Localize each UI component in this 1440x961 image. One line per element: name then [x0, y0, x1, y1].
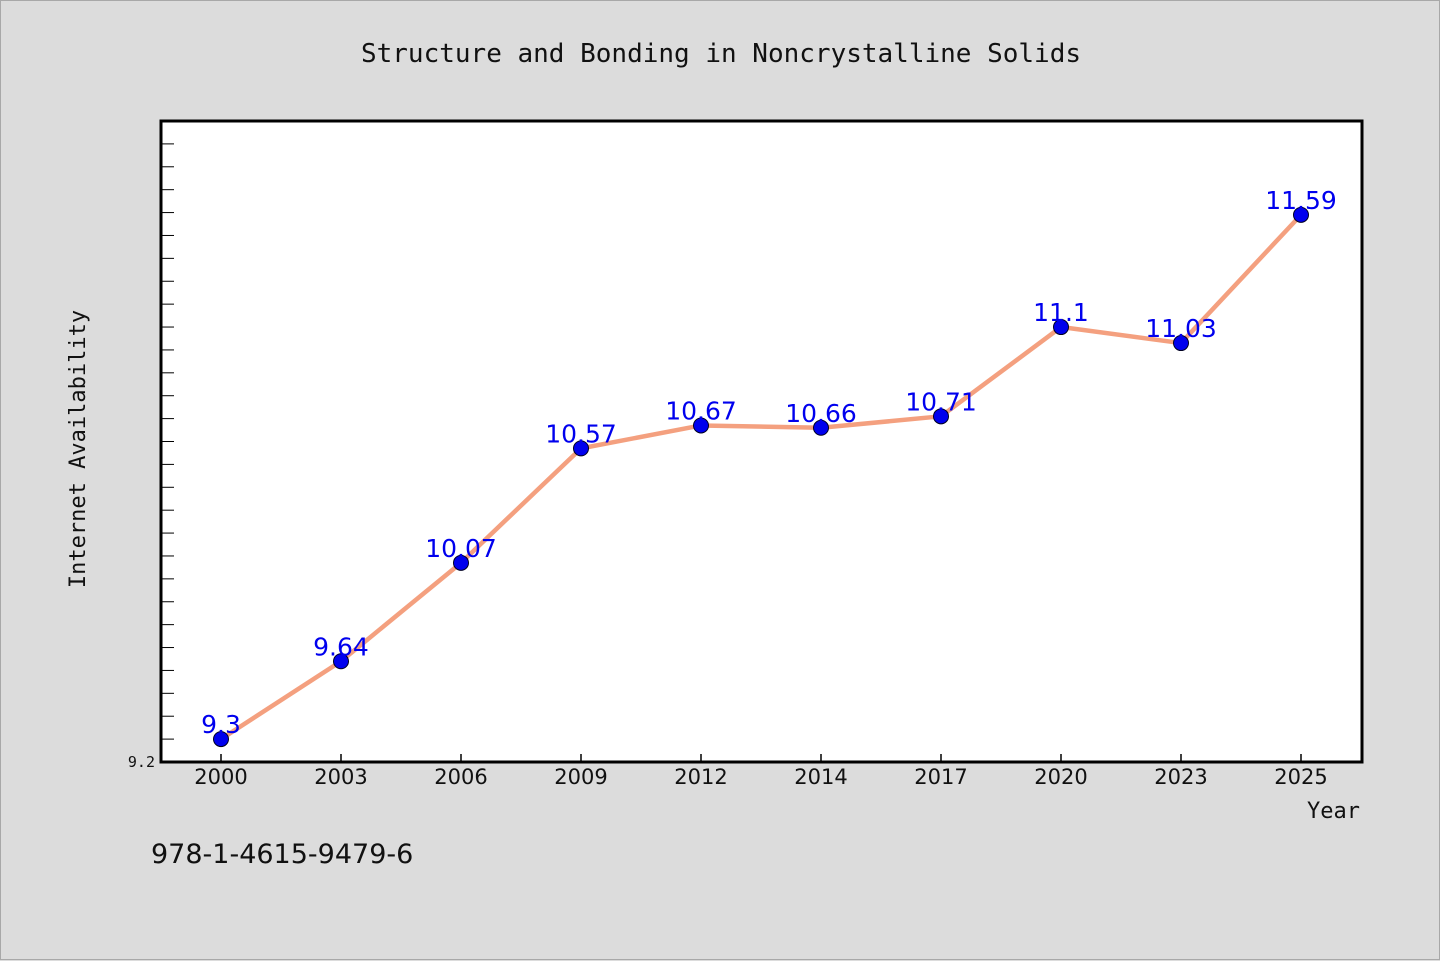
data-label: 11.1 [1033, 298, 1089, 327]
y-axis-ticks [160, 143, 174, 740]
data-point [1173, 335, 1189, 352]
series-line [218, 212, 1304, 742]
x-tick-label: 2025 [1274, 765, 1327, 789]
x-tick-label: 2014 [794, 765, 847, 789]
data-point [693, 417, 709, 434]
data-point [453, 554, 469, 571]
x-tick-label: 2009 [554, 765, 607, 789]
data-point [1293, 206, 1309, 223]
data-point [573, 440, 589, 457]
data-label: 10.66 [785, 399, 857, 428]
data-point [813, 419, 829, 436]
data-point [933, 408, 949, 425]
x-tick-label: 2017 [914, 765, 967, 789]
data-labels: 9.3 9.64 10.07 10.57 10.67 10.66 10.71 11.1 11.0… [201, 186, 1337, 739]
data-label: 10.07 [425, 534, 497, 563]
x-axis-tick-labels: 2000 2003 2006 2009 2012 2014 2017 2020 2023 2025 [194, 765, 1327, 789]
chart-title: Structure and Bonding in Noncrystalline … [361, 39, 1081, 69]
data-point [213, 731, 229, 748]
x-tick-label: 2023 [1154, 765, 1207, 789]
data-label: 11.59 [1265, 186, 1337, 215]
data-point-markers [213, 206, 1309, 748]
data-point [1053, 319, 1069, 336]
x-tick-label: 2012 [674, 765, 727, 789]
data-label: 10.67 [665, 396, 737, 425]
x-tick-label: 2003 [314, 765, 367, 789]
y-axis-label: Internet Availability [66, 310, 91, 588]
data-label: 10.71 [905, 387, 977, 416]
x-tick-label: 2006 [434, 765, 487, 789]
x-axis-label: Year [1307, 799, 1360, 824]
y-axis-tick-labels: 9.2 [128, 753, 155, 771]
data-label: 9.64 [313, 632, 369, 661]
data-label: 10.57 [545, 419, 617, 448]
data-label: 11.03 [1145, 314, 1217, 343]
plot-area [159, 119, 1364, 764]
x-tick-label: 2020 [1034, 765, 1087, 789]
footer-text: 978-1-4615-9479-6 [151, 839, 413, 870]
x-tick-label: 2000 [194, 765, 247, 789]
data-point [333, 653, 349, 670]
y-tick-label: 9.2 [128, 753, 155, 771]
data-label: 9.3 [201, 710, 241, 739]
x-axis-ticks [220, 754, 1302, 763]
